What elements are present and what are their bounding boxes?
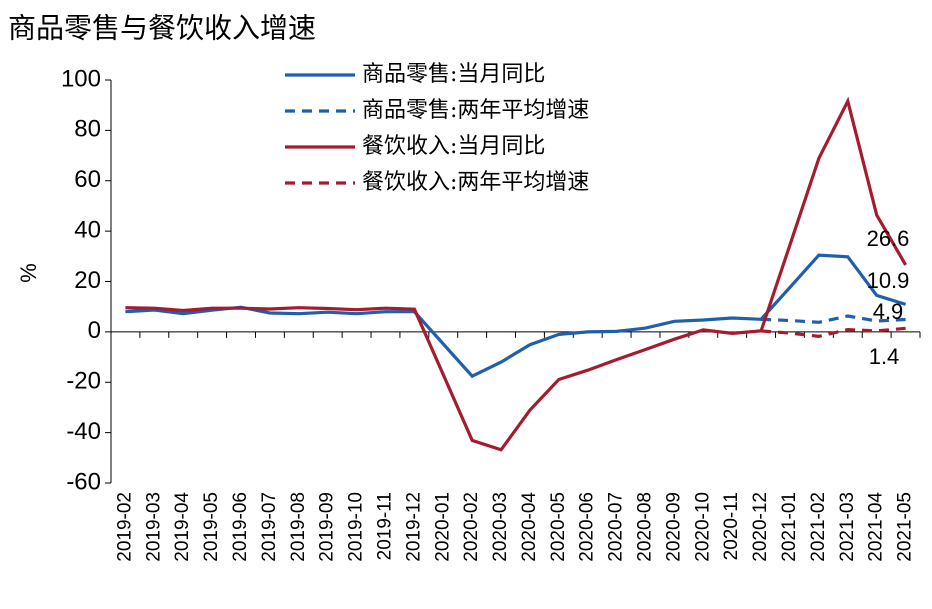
y-tick-label: -20: [66, 368, 101, 395]
data-label: 26.6: [867, 226, 910, 251]
x-tick-label: 2020-11: [721, 492, 742, 560]
x-tick-label: 2019-11: [374, 492, 395, 560]
y-tick-label: -40: [66, 418, 101, 445]
x-tick-label: 2019-07: [259, 492, 280, 562]
x-tick-label: 2020-10: [692, 492, 713, 562]
series-line: [760, 326, 906, 339]
series-line: [125, 96, 907, 452]
x-tick-label: 2021-02: [808, 492, 829, 562]
y-tick-label: 0: [88, 317, 101, 344]
x-tick-label: 2019-12: [403, 492, 424, 562]
y-tick-label: 40: [74, 216, 101, 243]
x-tick-label: 2021-05: [895, 492, 916, 562]
y-tick-label: 100: [61, 65, 101, 92]
x-tick-label: 2021-04: [866, 492, 887, 562]
x-tick-label: 2020-07: [606, 492, 627, 562]
legend-label: 商品零售:两年平均增速: [362, 98, 589, 123]
x-tick-label: 2019-06: [230, 492, 251, 562]
x-tick-label: 2020-09: [663, 492, 684, 562]
x-tick-label: 2020-05: [548, 492, 569, 562]
x-tick-label: 2020-08: [635, 492, 656, 562]
y-tick-label: 60: [74, 166, 101, 193]
x-tick-label: 2019-03: [143, 492, 164, 562]
x-tick-label: 2019-09: [317, 492, 338, 562]
y-tick-label: 80: [74, 116, 101, 143]
legend-label: 餐饮收入:两年平均增速: [362, 170, 589, 195]
x-tick-label: 2020-12: [750, 492, 771, 562]
x-tick-label: 2019-08: [288, 492, 309, 562]
x-tick-label: 2020-01: [432, 492, 453, 562]
x-tick-label: 2020-03: [490, 492, 511, 562]
x-tick-label: 2019-04: [172, 492, 193, 562]
x-tick-label: 2020-04: [519, 492, 540, 562]
y-tick-label: -60: [66, 468, 101, 495]
chart-title: 商品零售与餐饮收入增速: [8, 12, 316, 45]
series-line: [125, 253, 907, 379]
x-tick-label: 2021-03: [837, 492, 858, 562]
legend-label: 商品零售:当月同比: [362, 62, 545, 87]
x-tick-label: 2019-02: [114, 492, 135, 562]
y-tick-label: 20: [74, 267, 101, 294]
x-tick-label: 2020-02: [461, 492, 482, 562]
x-tick-label: 2021-01: [779, 492, 800, 562]
series-line: [761, 314, 906, 324]
data-label: 4.9: [873, 299, 904, 324]
x-tick-label: 2020-06: [577, 492, 598, 562]
x-tick-label: 2019-05: [201, 492, 222, 562]
data-label: 1.4: [869, 344, 900, 369]
y-axis-label: %: [16, 263, 41, 283]
data-label: 10.9: [867, 268, 910, 293]
legend-label: 餐饮收入:当月同比: [362, 134, 545, 159]
x-tick-label: 2019-10: [346, 492, 367, 562]
